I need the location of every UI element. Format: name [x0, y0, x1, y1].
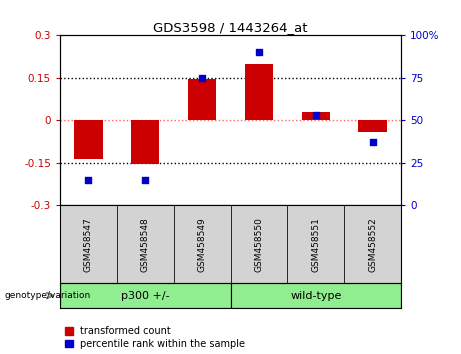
Bar: [174, 205, 230, 283]
Bar: [60, 205, 117, 283]
Bar: [230, 205, 287, 283]
Bar: [301, 112, 330, 120]
Bar: [74, 120, 102, 159]
Text: genotype/variation: genotype/variation: [5, 291, 91, 300]
Bar: [245, 64, 273, 120]
Point: [198, 75, 206, 81]
Text: p300 +/-: p300 +/-: [121, 291, 170, 301]
Title: GDS3598 / 1443264_at: GDS3598 / 1443264_at: [153, 21, 308, 34]
Bar: [230, 283, 401, 308]
Text: wild-type: wild-type: [290, 291, 342, 301]
Point: [312, 113, 319, 118]
Text: GSM458550: GSM458550: [254, 217, 263, 272]
Bar: [188, 79, 216, 120]
Bar: [287, 205, 344, 283]
Point: [369, 139, 376, 145]
Bar: [358, 120, 387, 132]
Bar: [60, 283, 230, 308]
Bar: [117, 205, 174, 283]
Point: [142, 177, 149, 183]
Point: [255, 50, 263, 55]
Bar: [131, 120, 160, 164]
Text: GSM458549: GSM458549: [198, 217, 207, 272]
Text: GSM458552: GSM458552: [368, 217, 377, 272]
Text: GSM458551: GSM458551: [311, 217, 320, 272]
Text: GSM458548: GSM458548: [141, 217, 150, 272]
Bar: [344, 205, 401, 283]
Text: GSM458547: GSM458547: [84, 217, 93, 272]
Legend: transformed count, percentile rank within the sample: transformed count, percentile rank withi…: [65, 326, 245, 349]
Point: [85, 177, 92, 183]
